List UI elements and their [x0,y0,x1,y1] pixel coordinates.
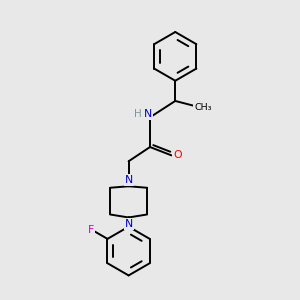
Text: F: F [87,225,94,235]
Text: N: N [144,109,152,119]
Text: N: N [124,219,133,229]
Text: O: O [173,150,182,160]
Text: H: H [134,109,141,119]
Text: CH₃: CH₃ [194,103,212,112]
Text: N: N [124,175,133,185]
